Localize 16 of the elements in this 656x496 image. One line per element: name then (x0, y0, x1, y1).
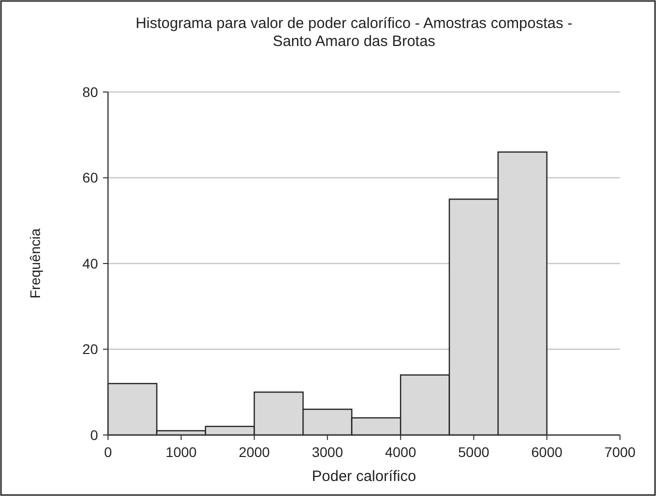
y-tick-label: 0 (90, 426, 98, 443)
chart-title: Histograma para valor de poder calorífico - Amostras compostas - Santo Amaro das Brotas (136, 15, 572, 50)
x-axis-title: Poder calorífico (312, 468, 416, 485)
x-tick-label: 3000 (312, 444, 344, 460)
x-tick-label: 2000 (238, 444, 270, 460)
x-tick-label: 1000 (166, 444, 197, 460)
y-tick-label: 20 (82, 341, 98, 358)
y-tick-label: 60 (82, 170, 98, 186)
y-tick-label: 80 (82, 84, 98, 100)
x-tick-label: 7000 (604, 444, 636, 460)
x-tick-label: 6000 (531, 444, 563, 460)
y-axis-title: Frequência (27, 228, 43, 299)
x-tick-label: 5000 (458, 444, 490, 460)
x-tick-label: 0 (104, 444, 112, 460)
x-tick-label: 4000 (384, 444, 416, 460)
y-tick-label: 40 (82, 255, 98, 272)
